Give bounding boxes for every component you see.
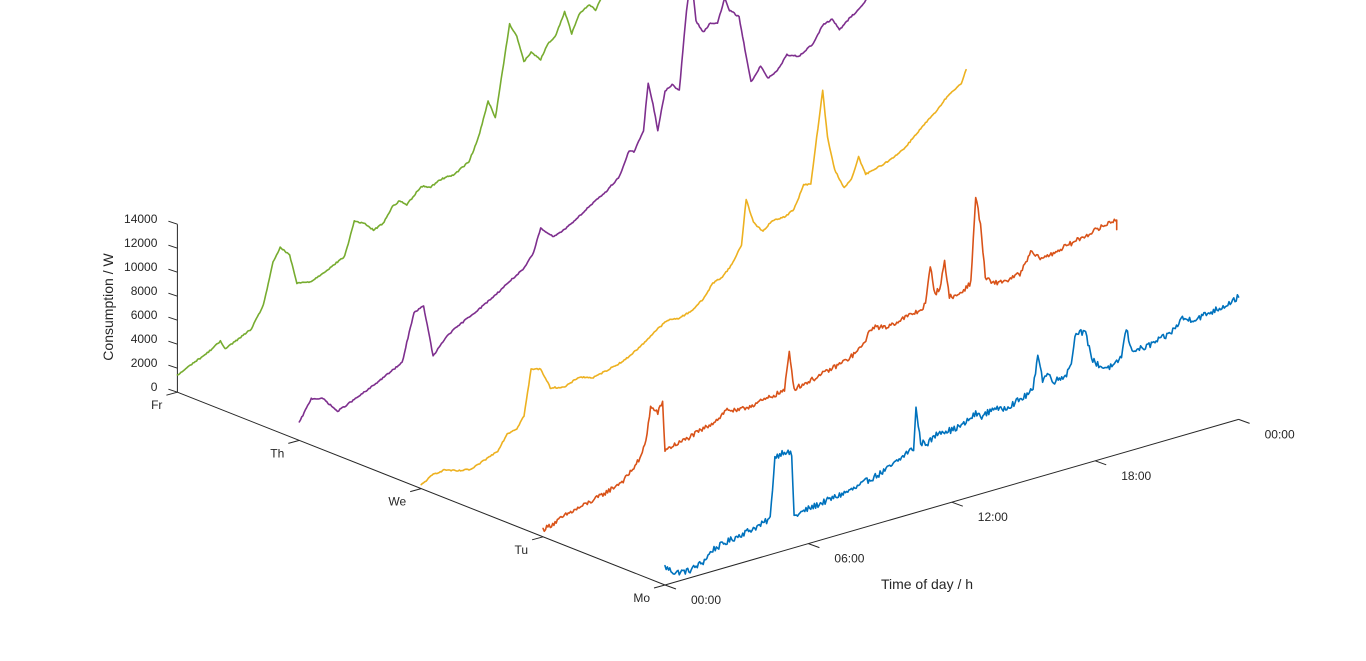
consumption-tick-mark xyxy=(168,316,178,321)
consumption-tick-label: 4000 xyxy=(131,332,158,346)
day-tick-label: Th xyxy=(270,446,284,460)
consumption-tick-label: 10000 xyxy=(124,260,158,274)
consumption-tick-mark xyxy=(168,292,178,297)
day-tick-mark xyxy=(288,439,300,444)
consumption-tick-label: 0 xyxy=(151,380,158,394)
consumption-tick-mark xyxy=(168,388,178,393)
time-tick-label: 00:00 xyxy=(1265,427,1295,441)
time-tick-label: 18:00 xyxy=(1121,469,1151,483)
time-tick-label: 00:00 xyxy=(691,593,721,607)
day-tick-label: Mo xyxy=(633,591,650,605)
consumption-tick-label: 12000 xyxy=(124,236,158,250)
time-tick-mark xyxy=(951,501,963,507)
consumption-tick-mark xyxy=(168,268,178,273)
series-line-th xyxy=(298,0,867,423)
consumption-tick-label: 8000 xyxy=(131,284,158,298)
series-line-we xyxy=(420,68,967,486)
time-tick-mark xyxy=(1095,460,1107,466)
series-line-fr xyxy=(176,0,602,376)
series-line-mo xyxy=(664,293,1240,576)
consumption-tick-mark xyxy=(168,364,178,369)
time-tick-mark xyxy=(1238,418,1250,424)
day-tick-label: Tu xyxy=(515,543,529,557)
series-group xyxy=(176,0,1240,576)
consumption-tick-mark xyxy=(168,244,178,249)
time-tick-label: 12:00 xyxy=(978,510,1008,524)
day-tick-mark xyxy=(410,488,422,493)
time-tick-mark xyxy=(664,584,677,590)
z-axis-label: Consumption / W xyxy=(100,253,116,361)
day-tick-mark xyxy=(166,391,178,396)
time-tick-mark xyxy=(808,543,820,549)
consumption-tick-mark xyxy=(168,340,178,345)
labels-group: Time of day / h Consumption / W xyxy=(100,253,973,592)
time-tick-label: 06:00 xyxy=(834,552,864,566)
axes-group: Mo Tu We Th Fr 00:00 06:00 12:00 18:00 00:00 0 2000… xyxy=(124,212,1295,607)
consumption-tick-mark xyxy=(168,220,178,225)
day-tick-label: We xyxy=(388,495,406,509)
day-tick-mark xyxy=(531,536,544,541)
series-line-tu xyxy=(542,196,1118,533)
consumption-tick-label: 2000 xyxy=(131,356,158,370)
day-tick-mark xyxy=(653,584,666,589)
day-tick-label: Fr xyxy=(151,398,162,412)
consumption-tick-label: 14000 xyxy=(124,212,158,226)
x-axis-label: Time of day / h xyxy=(881,576,973,592)
consumption-tick-label: 6000 xyxy=(131,308,158,322)
